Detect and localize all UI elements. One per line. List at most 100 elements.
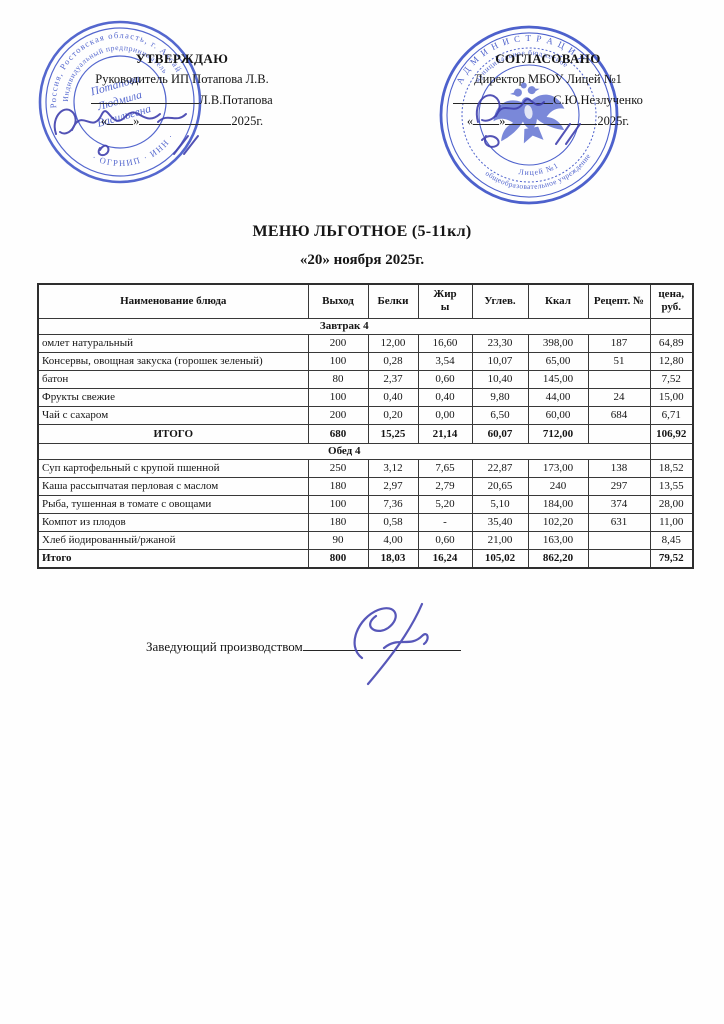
- value-cell: [587, 530, 651, 550]
- dish-name-cell: Хлеб йодированный/ржаной: [37, 530, 309, 550]
- approval-right-heading: СОГЛАСОВАНО: [495, 51, 601, 66]
- document-title: МЕНЮ ЛЬГОТНОЕ (5-11кл): [252, 223, 472, 240]
- value-cell: 80: [307, 369, 369, 389]
- value-cell: [587, 423, 651, 444]
- value-cell: 173,00: [527, 458, 589, 478]
- value-cell: 0,40: [367, 387, 419, 407]
- footer-signature-line: Заведующий производством: [146, 638, 461, 655]
- value-cell: 16,60: [417, 333, 473, 353]
- value-cell: 0,58: [367, 512, 419, 532]
- value-cell: 21,00: [471, 530, 529, 550]
- approval-left-signer: Л.В.Потапова: [199, 93, 273, 107]
- value-cell: 21,14: [417, 423, 473, 444]
- value-cell: 680: [307, 423, 369, 444]
- value-cell: [587, 369, 651, 389]
- table-row: Рыба, тушенная в томате с овощами 100 7,36…: [37, 494, 694, 514]
- approval-left-signature-line: Л.В.Потапова: [42, 90, 322, 111]
- year-text: 2025г.: [231, 114, 264, 128]
- svg-text:Лицей №1: Лицей №1: [516, 160, 560, 180]
- menu-table-wrap: Наименование блюда Выход Белки Жиры Углев. Кк…: [37, 283, 694, 569]
- dish-name-cell: Суп картофельный с крупой пшенной: [37, 458, 309, 478]
- value-cell: 0,00: [417, 405, 473, 425]
- value-cell: 6,50: [471, 405, 529, 425]
- value-cell: 4,00: [367, 530, 419, 550]
- value-cell: 200: [307, 405, 369, 425]
- approval-left-date-line: « » 2025г.: [42, 111, 322, 132]
- value-cell: 3,12: [367, 458, 419, 478]
- dish-name-cell: Каша рассыпчатая перловая с маслом: [37, 476, 309, 496]
- value-cell: 0,40: [417, 387, 473, 407]
- value-cell: 18,52: [649, 458, 694, 478]
- menu-table-body: Завтрак 4 омлет натуральный 200 12,00 16,60 2…: [37, 317, 694, 569]
- value-cell: 16,24: [417, 548, 473, 569]
- value-cell: 800: [307, 548, 369, 569]
- value-cell: 24: [587, 387, 651, 407]
- value-cell: 23,30: [471, 333, 529, 353]
- value-cell: 100: [307, 351, 369, 371]
- column-header: Выход: [307, 283, 369, 319]
- dish-name-cell: омлет натуральный: [37, 333, 309, 353]
- signature-blank-line: [453, 91, 554, 104]
- value-cell: 65,00: [527, 351, 589, 371]
- value-cell: 862,20: [527, 548, 589, 569]
- approval-left-heading: УТВЕРЖДАЮ: [135, 51, 229, 66]
- day-blank: [107, 112, 134, 125]
- approval-block-right: СОГЛАСОВАНО Директор МБОУ Лицей №1 С.Ю.Н…: [408, 48, 688, 132]
- table-row: Фрукты свежие 100 0,40 0,40 9,80 44,00 24 15,00: [37, 387, 694, 407]
- value-cell: 22,87: [471, 458, 529, 478]
- table-row: Чай с сахаром 200 0,20 0,00 6,50 60,00 684 6,71: [37, 405, 694, 425]
- value-cell: 10,07: [471, 351, 529, 371]
- column-header: Ккал: [527, 283, 589, 319]
- value-cell: 105,02: [471, 548, 529, 569]
- value-cell: 684: [587, 405, 651, 425]
- dish-name-cell: Чай с сахаром: [37, 405, 309, 425]
- value-cell: 51: [587, 351, 651, 371]
- value-cell: 0,28: [367, 351, 419, 371]
- value-cell: 7,65: [417, 458, 473, 478]
- value-cell: 11,00: [649, 512, 694, 532]
- dish-name-cell: Рыба, тушенная в томате с овощами: [37, 494, 309, 514]
- table-row: омлет натуральный 200 12,00 16,60 23,30 398,0…: [37, 333, 694, 353]
- month-blank: [139, 112, 232, 125]
- quote-close: »: [133, 114, 140, 128]
- value-cell: 28,00: [649, 494, 694, 514]
- footer-label: Заведующий производством: [146, 639, 303, 654]
- value-cell: 180: [307, 476, 369, 496]
- value-cell: 180: [307, 512, 369, 532]
- table-row: Хлеб йодированный/ржаной 90 4,00 0,60 21,00 1…: [37, 530, 694, 550]
- table-row: батон 80 2,37 0,60 10,40 145,00 7,52: [37, 369, 694, 389]
- dish-name-cell: Итого: [37, 548, 309, 569]
- dish-name-cell: ИТОГО: [37, 423, 309, 444]
- value-cell: 90: [307, 530, 369, 550]
- total-row: ИТОГО 680 15,25 21,14 60,07 712,00 106,92: [37, 423, 694, 444]
- value-cell: 12,80: [649, 351, 694, 371]
- column-header: Рецепт. №: [587, 283, 651, 319]
- value-cell: 13,55: [649, 476, 694, 496]
- handwritten-signature-footer: [353, 602, 429, 686]
- handwritten-signature-left: [53, 108, 199, 157]
- table-row: Консервы, овощная закуска (горошек зелен…: [37, 351, 694, 371]
- value-cell: 2,97: [367, 476, 419, 496]
- value-cell: 5,20: [417, 494, 473, 514]
- value-cell: 184,00: [527, 494, 589, 514]
- value-cell: 250: [307, 458, 369, 478]
- value-cell: 2,79: [417, 476, 473, 496]
- column-header: Углев.: [471, 283, 529, 319]
- value-cell: 9,80: [471, 387, 529, 407]
- value-cell: 15,25: [367, 423, 419, 444]
- value-cell: 7,52: [649, 369, 694, 389]
- value-cell: 631: [587, 512, 651, 532]
- approval-left-role: Руководитель ИП Потапова Л.В.: [95, 72, 269, 86]
- value-cell: 106,92: [649, 423, 694, 444]
- day-blank: [473, 112, 500, 125]
- value-cell: 398,00: [527, 333, 589, 353]
- value-cell: 163,00: [527, 530, 589, 550]
- value-cell: 7,36: [367, 494, 419, 514]
- column-header: Белки: [367, 283, 419, 319]
- value-cell: 60,07: [471, 423, 529, 444]
- section-label: Обед 4: [37, 442, 651, 460]
- approval-block-left: УТВЕРЖДАЮ Руководитель ИП Потапова Л.В. …: [42, 48, 322, 132]
- value-cell: 297: [587, 476, 651, 496]
- value-cell: 712,00: [527, 423, 589, 444]
